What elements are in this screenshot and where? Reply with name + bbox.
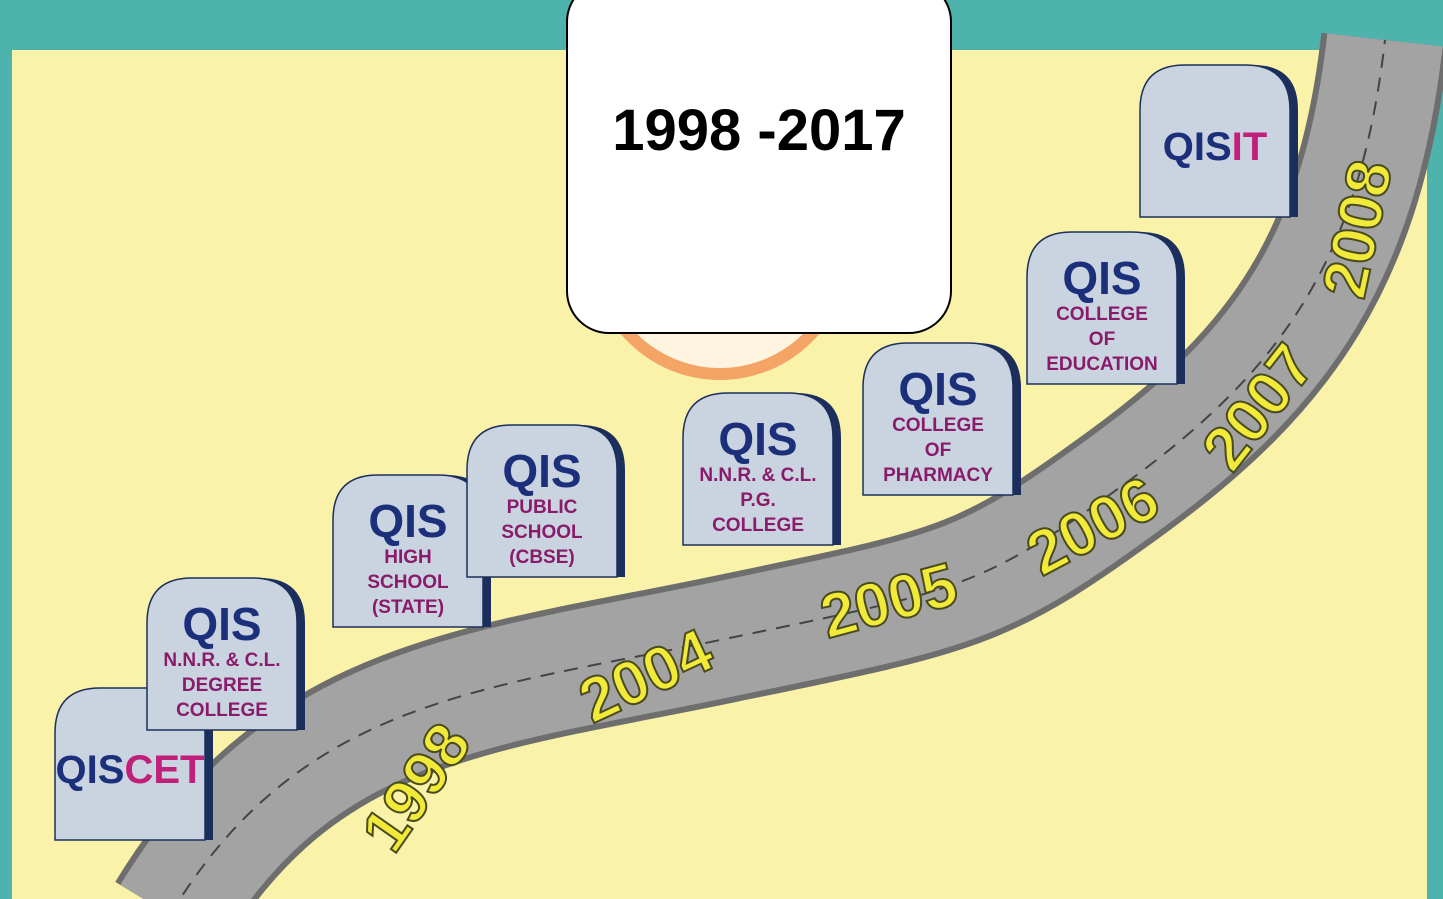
stone-line: SCHOOL — [367, 572, 449, 593]
stone-line: (STATE) — [372, 597, 444, 618]
stone-brand: QIS — [502, 445, 581, 497]
stone-brand: QIS — [182, 598, 261, 650]
stone-brand: QIS — [368, 495, 447, 547]
stone-brand: QISIT — [1163, 125, 1267, 169]
suffix: CET — [124, 748, 204, 792]
stone-line: OF — [1089, 329, 1115, 350]
stone-line: OF — [925, 440, 951, 461]
stone-brand: QIS — [898, 363, 977, 415]
stone-line: PUBLIC — [507, 497, 578, 518]
stone: QISIT — [1140, 65, 1298, 217]
stone-brand: QIS — [1062, 252, 1141, 304]
stone-line: COLLEGE — [176, 700, 268, 721]
stone-line: COLLEGE — [1056, 304, 1148, 325]
stone-line: DEGREE — [182, 675, 262, 696]
title-box — [567, 0, 951, 333]
suffix: IT — [1232, 125, 1268, 169]
title: 1998 -2017 — [612, 98, 905, 163]
stone-line: P.G. — [740, 490, 776, 511]
stone-line: COLLEGE — [892, 415, 984, 436]
stone-line: N.N.R. & C.L. — [163, 650, 280, 671]
stone-line: EDUCATION — [1046, 354, 1158, 375]
stone-brand: QIS — [718, 413, 797, 465]
stone-brand: QISCET — [56, 748, 205, 792]
stone-line: PHARMACY — [883, 465, 993, 486]
stone-line: HIGH — [384, 547, 432, 568]
stone-line: N.N.R. & C.L. — [699, 465, 816, 486]
stone-line: COLLEGE — [712, 515, 804, 536]
infographic: QISCETQISN.N.R. & C.L.DEGREECOLLEGEQISHI… — [0, 0, 1443, 899]
stone-line: SCHOOL — [501, 522, 583, 543]
brand: QIS — [1163, 125, 1232, 169]
brand: QIS — [56, 748, 125, 792]
stone-line: (CBSE) — [509, 547, 574, 568]
